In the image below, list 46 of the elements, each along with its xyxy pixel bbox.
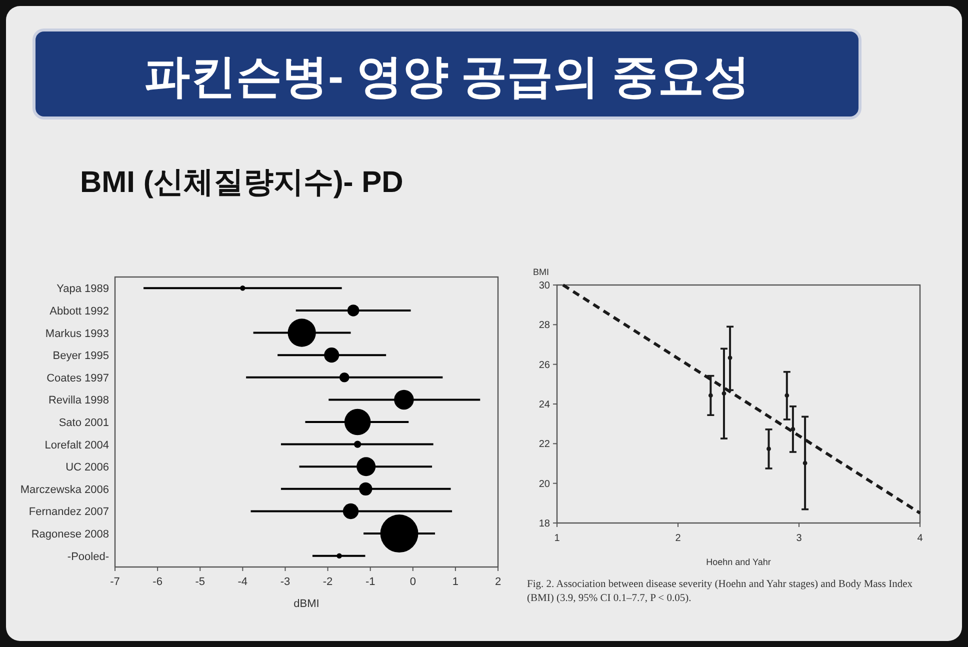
x-tick-label: 1 bbox=[554, 533, 560, 544]
y-tick-label: Beyer 1995 bbox=[52, 350, 109, 362]
x-tick-label: -3 bbox=[280, 576, 290, 588]
y-tick-label: 24 bbox=[538, 400, 550, 410]
point bbox=[708, 393, 713, 398]
y-tick-label: Coates 1997 bbox=[46, 372, 109, 384]
y-tick-label: 20 bbox=[538, 478, 550, 490]
x-tick-label: -6 bbox=[152, 576, 162, 588]
chart-subtitle: BMI (신체질량지수)- PD bbox=[80, 166, 404, 199]
y-tick-label: -Pooled- bbox=[67, 550, 110, 563]
y-tick-label: Ragonese 2008 bbox=[31, 528, 109, 541]
x-tick-label: 1 bbox=[452, 576, 459, 588]
x-tick-label: 2 bbox=[494, 576, 502, 588]
y-tick-label: Markus 1993 bbox=[45, 328, 109, 340]
y-tick-label: Fernandez 2007 bbox=[28, 506, 109, 518]
caption: Fig. 2. Association between disease severity (Hoehn and Yahr stages) and Body Mass Index (BMI) (3.9, 95% CI 0.1–7.7, P < 0.05). bbox=[527, 578, 914, 606]
x-tick-label: 3 bbox=[796, 533, 802, 544]
y-tick-label: 26 bbox=[538, 360, 550, 371]
x-tick-label: -7 bbox=[110, 576, 120, 588]
y-tick-label: Revilla 1998 bbox=[48, 394, 109, 407]
y-tick-label: 28 bbox=[538, 320, 550, 332]
y-tick-label: 30 bbox=[538, 280, 550, 292]
y-tick-label: Sato 2001 bbox=[58, 417, 109, 429]
x-axis-title: Hoehn and Yahr bbox=[706, 557, 771, 567]
y-tick-label: Abbott 1992 bbox=[50, 305, 109, 318]
point bbox=[722, 391, 726, 396]
x-tick-label: 4 bbox=[917, 533, 924, 544]
y-tick-label: UC 2006 bbox=[66, 462, 109, 474]
y-tick-label: 22 bbox=[538, 439, 550, 450]
y-tick-label: Lorefalt 2004 bbox=[44, 439, 109, 452]
y-tick-label: 18 bbox=[538, 518, 550, 530]
point bbox=[766, 446, 771, 452]
x-tick-label: 2 bbox=[675, 533, 682, 544]
x-axis-title: dBMI bbox=[294, 598, 320, 610]
chart-title: 파킨슨병- 영양 공급의 중요성 bbox=[144, 50, 750, 102]
x-tick-label: -5 bbox=[195, 576, 205, 588]
point bbox=[784, 393, 790, 398]
point bbox=[802, 460, 808, 466]
y-tick-label: Yapa 1989 bbox=[56, 283, 109, 296]
y-tick-label: Marczewska 2006 bbox=[20, 484, 109, 496]
x-tick-label: -2 bbox=[322, 576, 333, 588]
point bbox=[728, 356, 732, 360]
x-tick-label: -4 bbox=[238, 576, 248, 588]
x-tick-label: 0 bbox=[410, 576, 416, 588]
x-tick-label: -1 bbox=[365, 576, 376, 588]
y-axis-title: BMI bbox=[533, 267, 550, 277]
